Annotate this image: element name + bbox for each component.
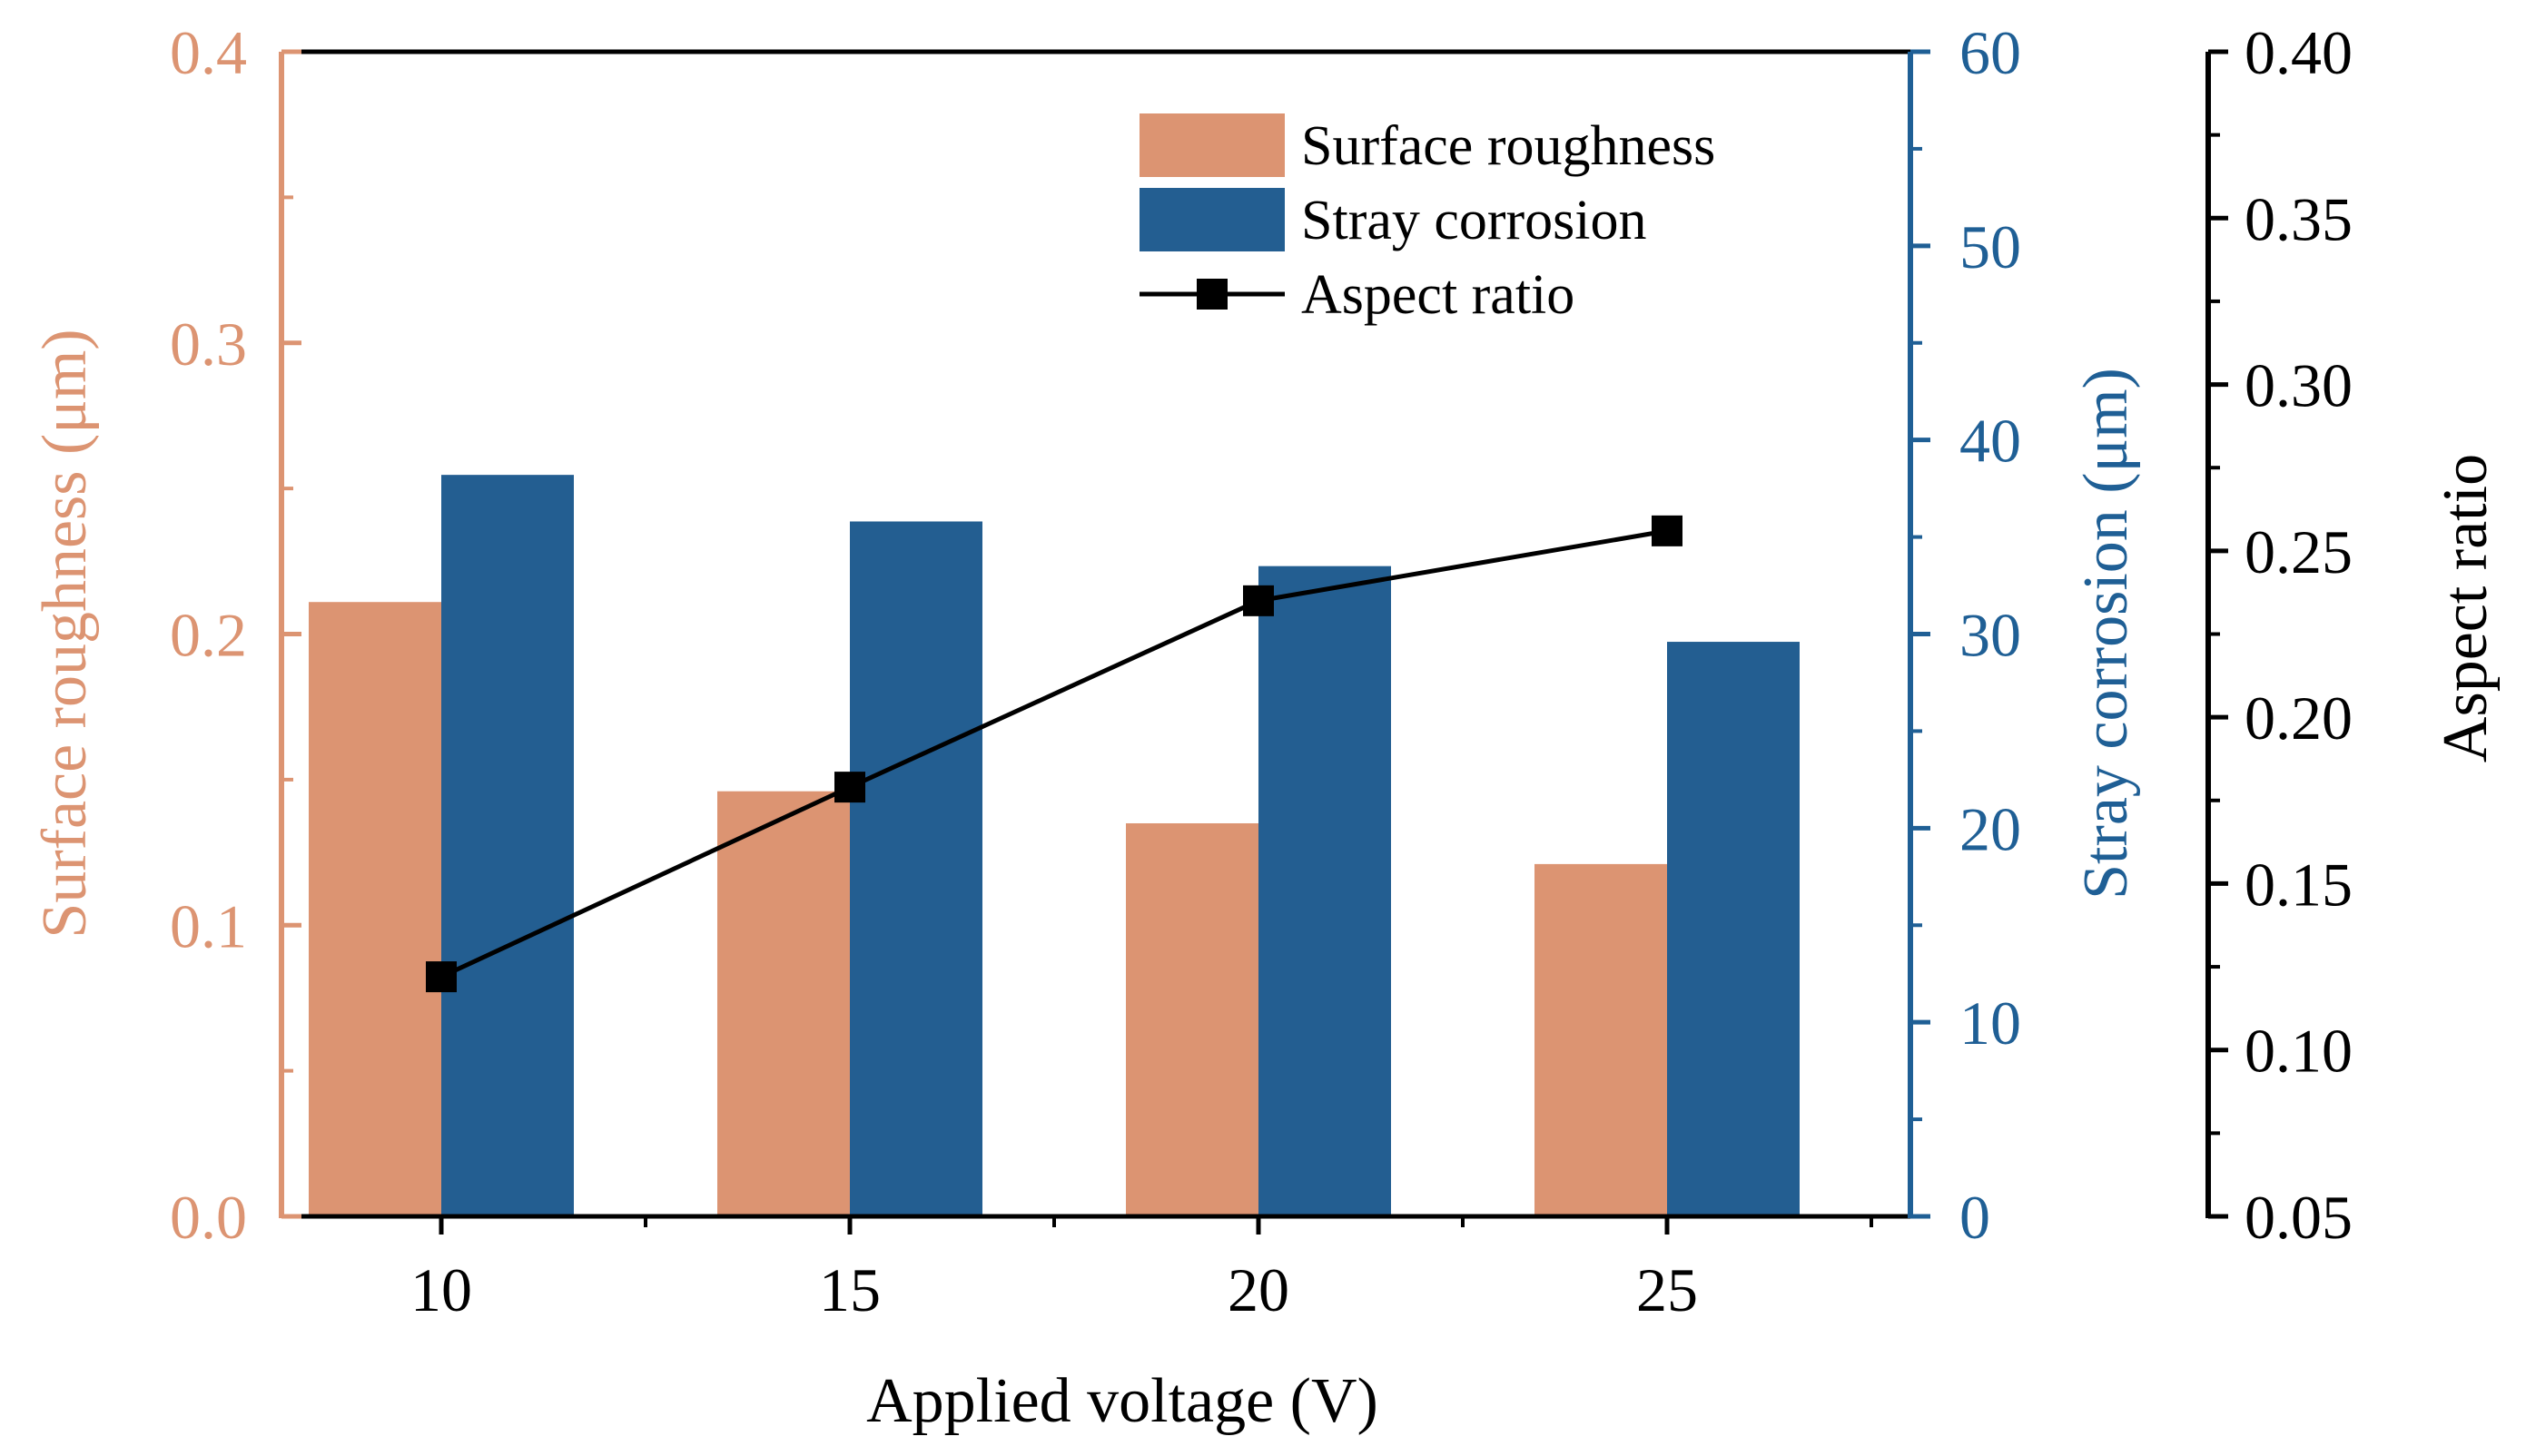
right-tick-label-40: 40: [1959, 407, 2021, 476]
x-axis-title: Applied voltage (V): [866, 1366, 1378, 1436]
legend-swatch-stray-corrosion: [1140, 188, 1285, 251]
bar-stray-corrosion-25: [1667, 642, 1800, 1216]
right-tick-label-20: 20: [1959, 794, 2021, 863]
aspect-ratio-marker-20: [1243, 585, 1274, 616]
legend-swatch-surface-roughness: [1140, 113, 1285, 177]
bar-stray-corrosion-20: [1258, 566, 1391, 1216]
aspect-tick-label-0.10: 0.10: [2245, 1017, 2353, 1086]
bar-stray-corrosion-10: [441, 475, 574, 1216]
bar-stray-corrosion-15: [850, 521, 982, 1216]
right-tick-label-10: 10: [1959, 989, 2021, 1058]
bar-surface-roughness-15: [717, 791, 850, 1216]
x-tick-label-15: 15: [819, 1255, 881, 1324]
line-layer: [426, 515, 1682, 993]
aspect-tick-label-0.20: 0.20: [2245, 684, 2353, 753]
right-tick-label-50: 50: [1959, 212, 2021, 281]
aspect-tick-label-0.35: 0.35: [2245, 184, 2353, 253]
aspect-ratio-marker-10: [426, 961, 457, 993]
legend-marker-aspect-ratio: [1197, 279, 1228, 310]
x-tick-label-25: 25: [1636, 1255, 1698, 1324]
left-tick-label-0.4: 0.4: [170, 18, 247, 87]
aspect-tick-label-0.40: 0.40: [2245, 18, 2353, 87]
aspect-ratio-marker-15: [834, 772, 865, 803]
aspect-tick-label-0.05: 0.05: [2245, 1183, 2353, 1252]
legend: Surface roughness Stray corrosion Aspect r…: [1140, 113, 1715, 326]
aspect-axis-title: Aspect ratio: [2431, 454, 2501, 762]
aspect-tick-label-0.25: 0.25: [2245, 517, 2353, 586]
x-tick-label-10: 10: [410, 1255, 472, 1324]
legend-label-aspect-ratio: Aspect ratio: [1301, 264, 1574, 326]
right-tick-label-0: 0: [1959, 1183, 1990, 1252]
aspect-ratio-marker-25: [1652, 515, 1682, 546]
left-axis-title: Surface roughness (μm): [30, 329, 100, 938]
aspect-tick-label-0.30: 0.30: [2245, 351, 2353, 420]
bars-layer: [309, 475, 1800, 1216]
legend-label-stray-corrosion: Stray corrosion: [1301, 190, 1647, 251]
bar-surface-roughness-10: [309, 602, 441, 1216]
left-tick-label-0.1: 0.1: [170, 891, 247, 960]
right-tick-label-60: 60: [1959, 18, 2021, 87]
left-tick-label-0.0: 0.0: [170, 1183, 247, 1252]
x-tick-label-20: 20: [1228, 1255, 1289, 1324]
bar-surface-roughness-25: [1534, 863, 1667, 1216]
left-tick-label-0.3: 0.3: [170, 310, 247, 379]
aspect-tick-label-0.15: 0.15: [2245, 850, 2353, 919]
right-tick-label-30: 30: [1959, 601, 2021, 670]
left-tick-label-0.2: 0.2: [170, 601, 247, 670]
right-axis-title: Stray corrosion (μm): [2071, 368, 2141, 900]
legend-label-surface-roughness: Surface roughness: [1301, 115, 1715, 177]
aspect-ratio-line: [439, 528, 1668, 979]
bar-surface-roughness-20: [1126, 822, 1258, 1216]
